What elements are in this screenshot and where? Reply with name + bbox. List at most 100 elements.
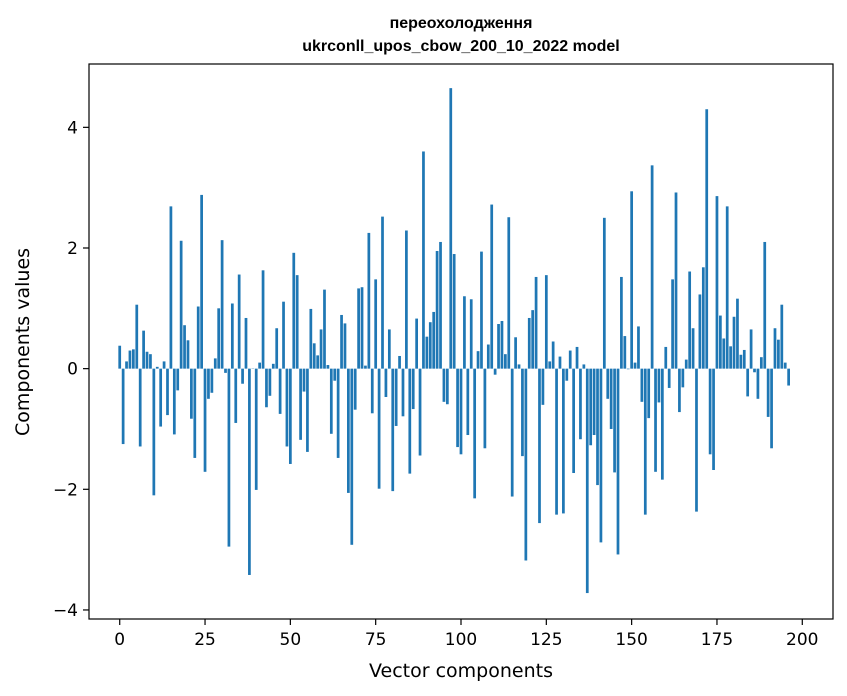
bar	[391, 368, 395, 492]
y-tick-label: 2	[67, 239, 78, 259]
bar	[411, 368, 415, 410]
bar	[626, 368, 630, 370]
bar	[514, 337, 517, 369]
bar	[166, 368, 169, 416]
bar	[719, 315, 722, 369]
bar	[309, 308, 313, 369]
bar	[507, 217, 511, 369]
bar	[282, 301, 285, 369]
bar	[783, 362, 787, 369]
bar	[428, 322, 432, 369]
bar	[220, 240, 224, 369]
x-tick-label: 50	[280, 630, 302, 650]
bar	[725, 206, 729, 369]
bar	[592, 368, 596, 436]
bar	[575, 346, 579, 369]
bar	[671, 279, 674, 369]
bar	[152, 368, 156, 496]
y-tick-label: −2	[53, 480, 78, 500]
bar	[312, 343, 316, 369]
bar	[384, 368, 388, 397]
bar	[729, 346, 732, 369]
chart-title-line-2: ukrconll_upos_cbow_200_10_2022 model	[302, 38, 619, 55]
x-tick-label: 175	[701, 630, 733, 650]
bar	[445, 368, 449, 405]
x-tick-label: 200	[786, 630, 818, 650]
bar	[572, 368, 575, 474]
bar	[186, 340, 190, 369]
bar	[770, 368, 773, 449]
bar	[357, 288, 360, 369]
bar	[347, 368, 350, 493]
bar	[268, 368, 272, 396]
bar	[449, 88, 453, 369]
bar	[585, 368, 589, 594]
bar	[425, 336, 429, 369]
bar	[637, 326, 640, 369]
bar	[299, 368, 302, 440]
bar	[241, 368, 244, 384]
bar	[145, 351, 149, 369]
bar	[336, 368, 340, 458]
bar	[398, 355, 401, 369]
bar	[364, 365, 367, 369]
bar	[497, 324, 500, 369]
bar	[172, 368, 176, 435]
bar	[244, 317, 248, 369]
bar	[722, 338, 726, 369]
bar	[207, 368, 210, 399]
bar	[295, 275, 299, 369]
bar	[732, 316, 736, 369]
bar	[230, 303, 234, 369]
bar	[599, 368, 603, 543]
x-tick-label: 150	[615, 630, 647, 650]
bar	[521, 368, 524, 457]
bar	[405, 230, 408, 369]
bar	[555, 368, 558, 515]
bar	[582, 364, 586, 369]
bar	[746, 368, 750, 397]
bar	[551, 341, 555, 369]
bar	[176, 368, 180, 391]
bar	[387, 329, 391, 369]
bar	[490, 204, 494, 369]
bar	[329, 368, 333, 434]
bar	[439, 241, 442, 369]
bar	[435, 251, 439, 369]
bar	[333, 368, 337, 381]
bar	[480, 251, 483, 369]
x-tick-label: 100	[445, 630, 477, 650]
bar	[476, 351, 480, 369]
y-axis-label: Components values	[12, 248, 34, 436]
bar	[558, 356, 562, 369]
bar	[340, 314, 343, 369]
bar	[381, 216, 384, 369]
bar	[640, 368, 644, 402]
bar	[695, 368, 698, 512]
bar	[486, 344, 490, 369]
bar	[323, 289, 326, 369]
bar	[538, 368, 541, 524]
bar	[149, 354, 152, 369]
bar	[121, 368, 125, 445]
x-tick-label: 0	[114, 630, 125, 650]
bar	[203, 368, 207, 472]
bar	[367, 232, 371, 369]
bar	[217, 308, 221, 369]
bar	[527, 317, 531, 369]
bar	[667, 368, 671, 388]
x-axis-ticks: 0 25 50 75 100 125 150 175 200	[114, 619, 819, 650]
bar	[763, 241, 767, 369]
chart-title-line-1: переохолодження	[390, 15, 533, 32]
bar	[265, 368, 268, 408]
bar	[736, 298, 739, 369]
bar	[664, 346, 668, 369]
bar	[288, 368, 292, 464]
bar	[234, 368, 238, 423]
plot-frame	[88, 63, 834, 620]
y-tick-label: 0	[67, 360, 78, 380]
bar	[759, 357, 763, 369]
bar	[200, 194, 203, 369]
bar	[766, 368, 770, 417]
bar	[360, 287, 364, 369]
